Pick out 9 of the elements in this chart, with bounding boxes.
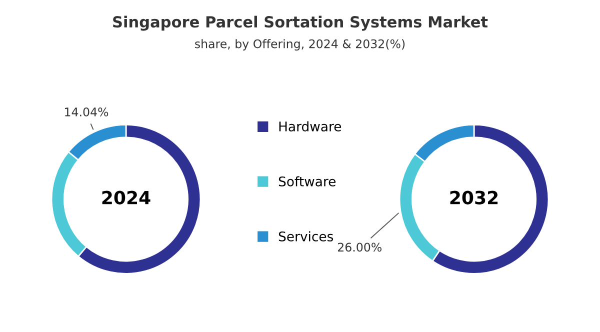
legend-label: Software	[278, 176, 336, 186]
chart-title: Singapore Parcel Sortation Systems Market	[113, 16, 488, 31]
text: 2032	[450, 190, 498, 204]
chart-subtitle: share, by Offering, 2024 & 2032(%)	[195, 39, 405, 51]
legend-label: Hardware	[279, 121, 342, 132]
text: 2024	[102, 190, 150, 204]
data-label: 26.00%	[338, 242, 382, 252]
legend-label: Services	[278, 231, 334, 242]
data-label: 14.04%	[65, 107, 108, 116]
